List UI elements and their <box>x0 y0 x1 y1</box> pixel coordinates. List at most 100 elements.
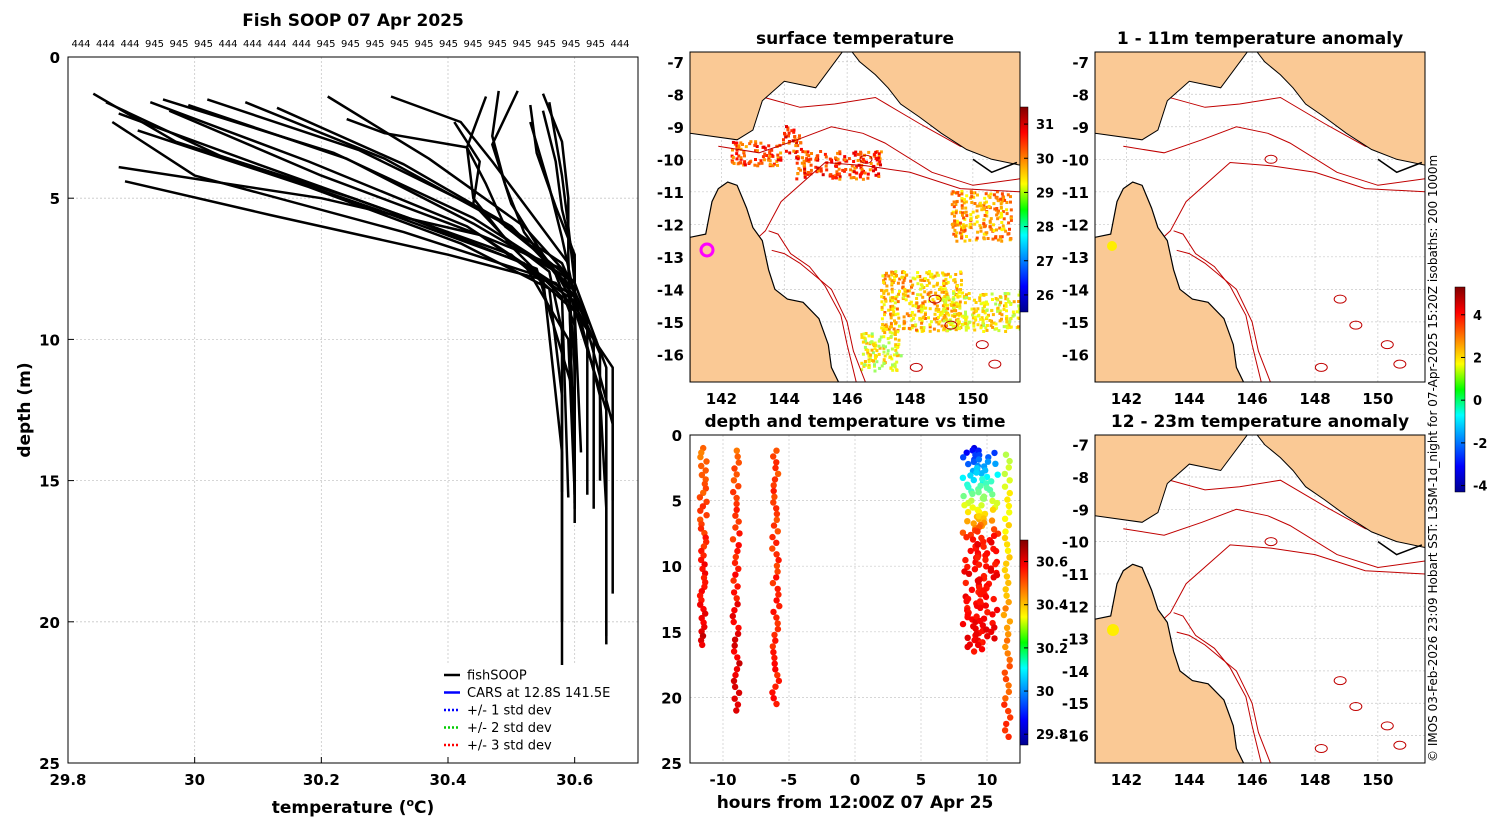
profile-title: Fish SOOP 07 Apr 2025 <box>242 11 464 31</box>
sst-pixel <box>1000 221 1004 224</box>
scatter-point <box>994 471 1001 478</box>
sst-colorbar <box>1019 106 1029 313</box>
scatter-point <box>730 477 738 484</box>
sst-pixel <box>863 171 867 175</box>
colorbar-tick-label: 29.8 <box>1036 728 1068 743</box>
sst-pixel <box>935 283 939 287</box>
scatter-point <box>987 567 995 574</box>
sst-pixel <box>775 160 779 163</box>
sst-pixel <box>893 365 897 369</box>
sst-pixel <box>731 148 734 152</box>
sst-pixel <box>978 299 982 302</box>
scatter-point <box>769 689 776 696</box>
sst-pixel <box>960 192 964 196</box>
sst-pixel <box>880 326 884 330</box>
scatter-point <box>733 595 740 602</box>
sst-pixel <box>975 204 979 208</box>
sst-pixel <box>1000 198 1004 202</box>
sst-pixel <box>759 159 763 163</box>
sst-pixel <box>883 313 886 317</box>
sst-pixel <box>983 196 987 200</box>
sst-pixel <box>987 313 990 317</box>
sst-pixel <box>992 223 995 227</box>
sst-pixel <box>952 301 956 305</box>
sst-pixel <box>860 361 864 365</box>
map-lon-label: 150 <box>1362 390 1393 408</box>
sst-pixel <box>958 231 962 235</box>
scatter-point <box>776 602 783 610</box>
sst-pixel <box>960 211 964 215</box>
scatter-point <box>730 677 738 685</box>
sst-pixel <box>950 192 954 196</box>
sst-pixel <box>952 222 956 226</box>
sst-pixel <box>923 317 927 320</box>
sst-pixel <box>919 326 923 330</box>
sst-pixel <box>887 341 891 345</box>
colorbar-tick-label: 27 <box>1036 255 1054 270</box>
anomaly-1-marker <box>1107 241 1117 251</box>
scatter-point <box>1002 451 1010 458</box>
sst-pixel <box>748 160 752 164</box>
sst-pixel <box>1005 317 1009 321</box>
scatter-point <box>964 634 971 641</box>
sst-pixel <box>922 326 926 330</box>
sst-pixel <box>969 213 973 217</box>
sst-pixel <box>882 281 886 284</box>
scatter-point <box>731 559 739 567</box>
sst-pixel <box>1008 317 1012 321</box>
map-lon-label: 146 <box>831 390 862 408</box>
sst-pixel <box>963 301 967 305</box>
sst-pixel <box>955 231 959 235</box>
scatter-point <box>984 458 992 465</box>
sst-pixel <box>1009 303 1013 306</box>
profile-line-p1 <box>92 92 583 453</box>
sst-pixel <box>985 324 989 327</box>
map-lat-label: -15 <box>1062 314 1089 332</box>
sst-pixel <box>1012 300 1016 304</box>
sst-pixel <box>1009 325 1013 329</box>
sst-pixel <box>786 128 790 132</box>
sst-pixel <box>950 222 954 226</box>
scatter-point <box>775 556 782 564</box>
map-lat-label: -14 <box>1062 663 1089 681</box>
sst-pixel <box>901 292 905 296</box>
scatter-point <box>1006 509 1013 516</box>
sst-pixel <box>743 160 747 164</box>
reef-isobath <box>1333 676 1347 686</box>
sst-pixel <box>957 313 961 316</box>
sst-pixel <box>1000 317 1003 321</box>
cast-id-label: 945 <box>365 39 384 50</box>
sst-pixel <box>978 201 982 205</box>
scatter-y-tick-label: 20 <box>661 689 682 707</box>
sst-pixel <box>1017 325 1020 329</box>
sst-pixel <box>792 130 796 134</box>
sst-pixel <box>842 169 846 173</box>
scatter-point <box>697 601 704 608</box>
sst-pixel <box>1005 309 1008 313</box>
scatter-point <box>731 683 739 691</box>
sst-pixel <box>1003 198 1007 202</box>
scatter-point <box>733 500 740 508</box>
scatter-point <box>959 474 967 481</box>
scatter-point <box>984 609 991 616</box>
sst-pixel <box>944 301 947 305</box>
sst-pixel <box>995 228 998 232</box>
sst-pixel <box>966 322 970 326</box>
sst-pixel <box>860 335 864 339</box>
sst-pixel <box>927 316 930 320</box>
sst-pixel <box>806 150 810 154</box>
sst-pixel <box>882 303 886 307</box>
sst-pixel <box>884 299 888 303</box>
sst-pixel <box>942 281 945 285</box>
sst-pixel <box>963 239 967 243</box>
sst-pixel <box>952 295 956 299</box>
colorbar-tick-label: 30.6 <box>1036 556 1068 571</box>
sst-pixel <box>865 341 869 345</box>
sst-pixel <box>753 163 757 167</box>
anomaly-2-panel: 12 - 23m temperature anomaly 142 144 146 14… <box>1062 412 1426 789</box>
sst-pixel <box>911 324 915 328</box>
sst-pixel <box>776 156 780 160</box>
sst-pixel <box>964 322 968 325</box>
sst-pixel <box>982 203 986 207</box>
sst-pixel <box>852 170 856 174</box>
